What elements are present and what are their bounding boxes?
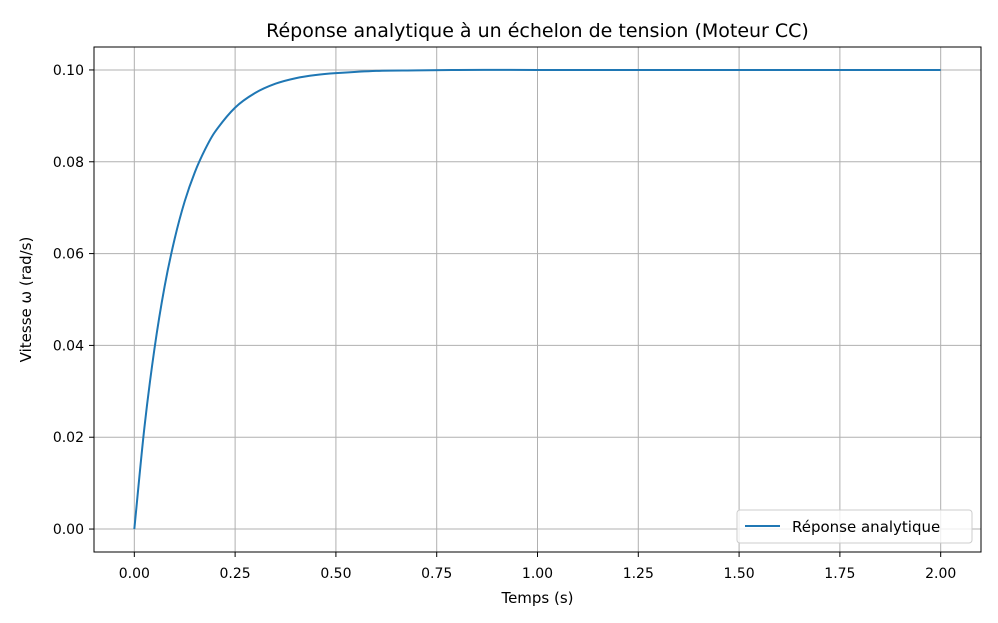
- series-layer: [133, 68, 941, 530]
- legend-entry-label: Réponse analytique: [792, 518, 940, 536]
- y-tick-label: 0.10: [53, 63, 84, 79]
- x-tick-label: 1.50: [724, 566, 755, 582]
- chart-title: Réponse analytique à un échelon de tensi…: [266, 20, 809, 42]
- y-axis-label: Vitesse ω (rad/s): [17, 237, 35, 363]
- y-tick-label: 0.00: [53, 522, 84, 538]
- y-tick-label: 0.08: [53, 155, 84, 171]
- x-tick-label: 0.75: [421, 566, 452, 582]
- x-axis-label: Temps (s): [500, 589, 573, 607]
- y-tick-label: 0.04: [53, 338, 84, 354]
- x-tick-label: 2.00: [925, 566, 956, 582]
- series-line: [133, 68, 941, 530]
- x-tick-label: 0.25: [220, 566, 251, 582]
- grid: [94, 47, 981, 552]
- x-tick-label: 1.25: [623, 566, 654, 582]
- y-tick-label: 0.06: [53, 247, 84, 263]
- x-tick-label: 1.75: [824, 566, 855, 582]
- x-tick-label: 0.50: [320, 566, 351, 582]
- legend-box: [736, 509, 973, 544]
- x-tick-label: 1.00: [522, 566, 553, 582]
- x-tick-label: 0.00: [119, 566, 150, 582]
- y-axis-ticks: 0.00 0.02 0.04 0.06 0.08 0.10: [53, 63, 94, 538]
- x-axis-ticks: 0.00 0.25 0.50 0.75 1.00 1.25 1.50 1.75 2.00: [119, 552, 956, 582]
- y-tick-label: 0.02: [53, 430, 84, 446]
- legend: Réponse analytique: [736, 509, 973, 544]
